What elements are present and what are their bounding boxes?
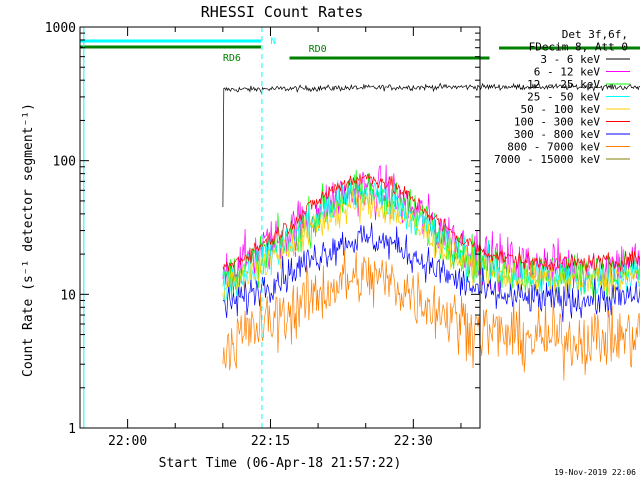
bar-n-label: N (270, 37, 275, 47)
legend-label-8: 7000 - 15000 keV (494, 153, 600, 166)
count-rate-series (222, 82, 640, 381)
axes: 1 10 100 1000 22:00 22:15 22:30 (45, 21, 481, 449)
time-marker-lines (83, 27, 263, 428)
bar-rd0-label: RD0 (309, 44, 327, 55)
legend-label-2: 12 - 25 keV (527, 78, 600, 91)
y-tick-label: 10 (60, 288, 76, 303)
series-line-4 (222, 190, 640, 303)
legend-label-7: 800 - 7000 keV (507, 141, 600, 154)
plot-frame (79, 26, 481, 429)
y-axis-label: Count Rate (s⁻¹ detector segment⁻¹) (21, 103, 36, 377)
legend-header-0: Det 3f,6f, (562, 28, 628, 41)
legend-label-4: 50 - 100 keV (521, 103, 601, 116)
y-tick-label: 1 (68, 422, 76, 437)
series-line-0 (222, 82, 640, 208)
y-tick-label: 1000 (45, 21, 76, 36)
legend-label-6: 300 - 800 keV (514, 128, 600, 141)
series-line-7 (222, 250, 640, 381)
x-tick-label: 22:30 (394, 434, 433, 449)
legend-label-5: 100 - 300 keV (514, 116, 600, 129)
legend-label-3: 25 - 50 keV (527, 91, 600, 104)
bar-rd6-label: RD6 (223, 53, 241, 64)
timestamp-label: 19-Nov-2019 22:06 (554, 468, 636, 477)
series-line-2 (222, 169, 640, 302)
x-tick-label: 22:15 (251, 434, 290, 449)
chart-title: RHESSI Count Rates (201, 3, 364, 21)
attenuator-state-bars: N RD0 RD6 (80, 37, 640, 64)
legend-header-1: FDecim 8, Att 0 (529, 41, 628, 54)
x-axis-label: Start Time (06-Apr-18 21:57:22) (159, 456, 402, 471)
series-line-5 (222, 173, 640, 272)
series-line-6 (222, 222, 640, 323)
legend-label-0: 3 - 6 keV (540, 53, 600, 66)
x-tick-label: 22:00 (108, 434, 147, 449)
y-tick-label: 100 (53, 155, 76, 170)
legend-label-1: 6 - 12 keV (534, 66, 601, 79)
